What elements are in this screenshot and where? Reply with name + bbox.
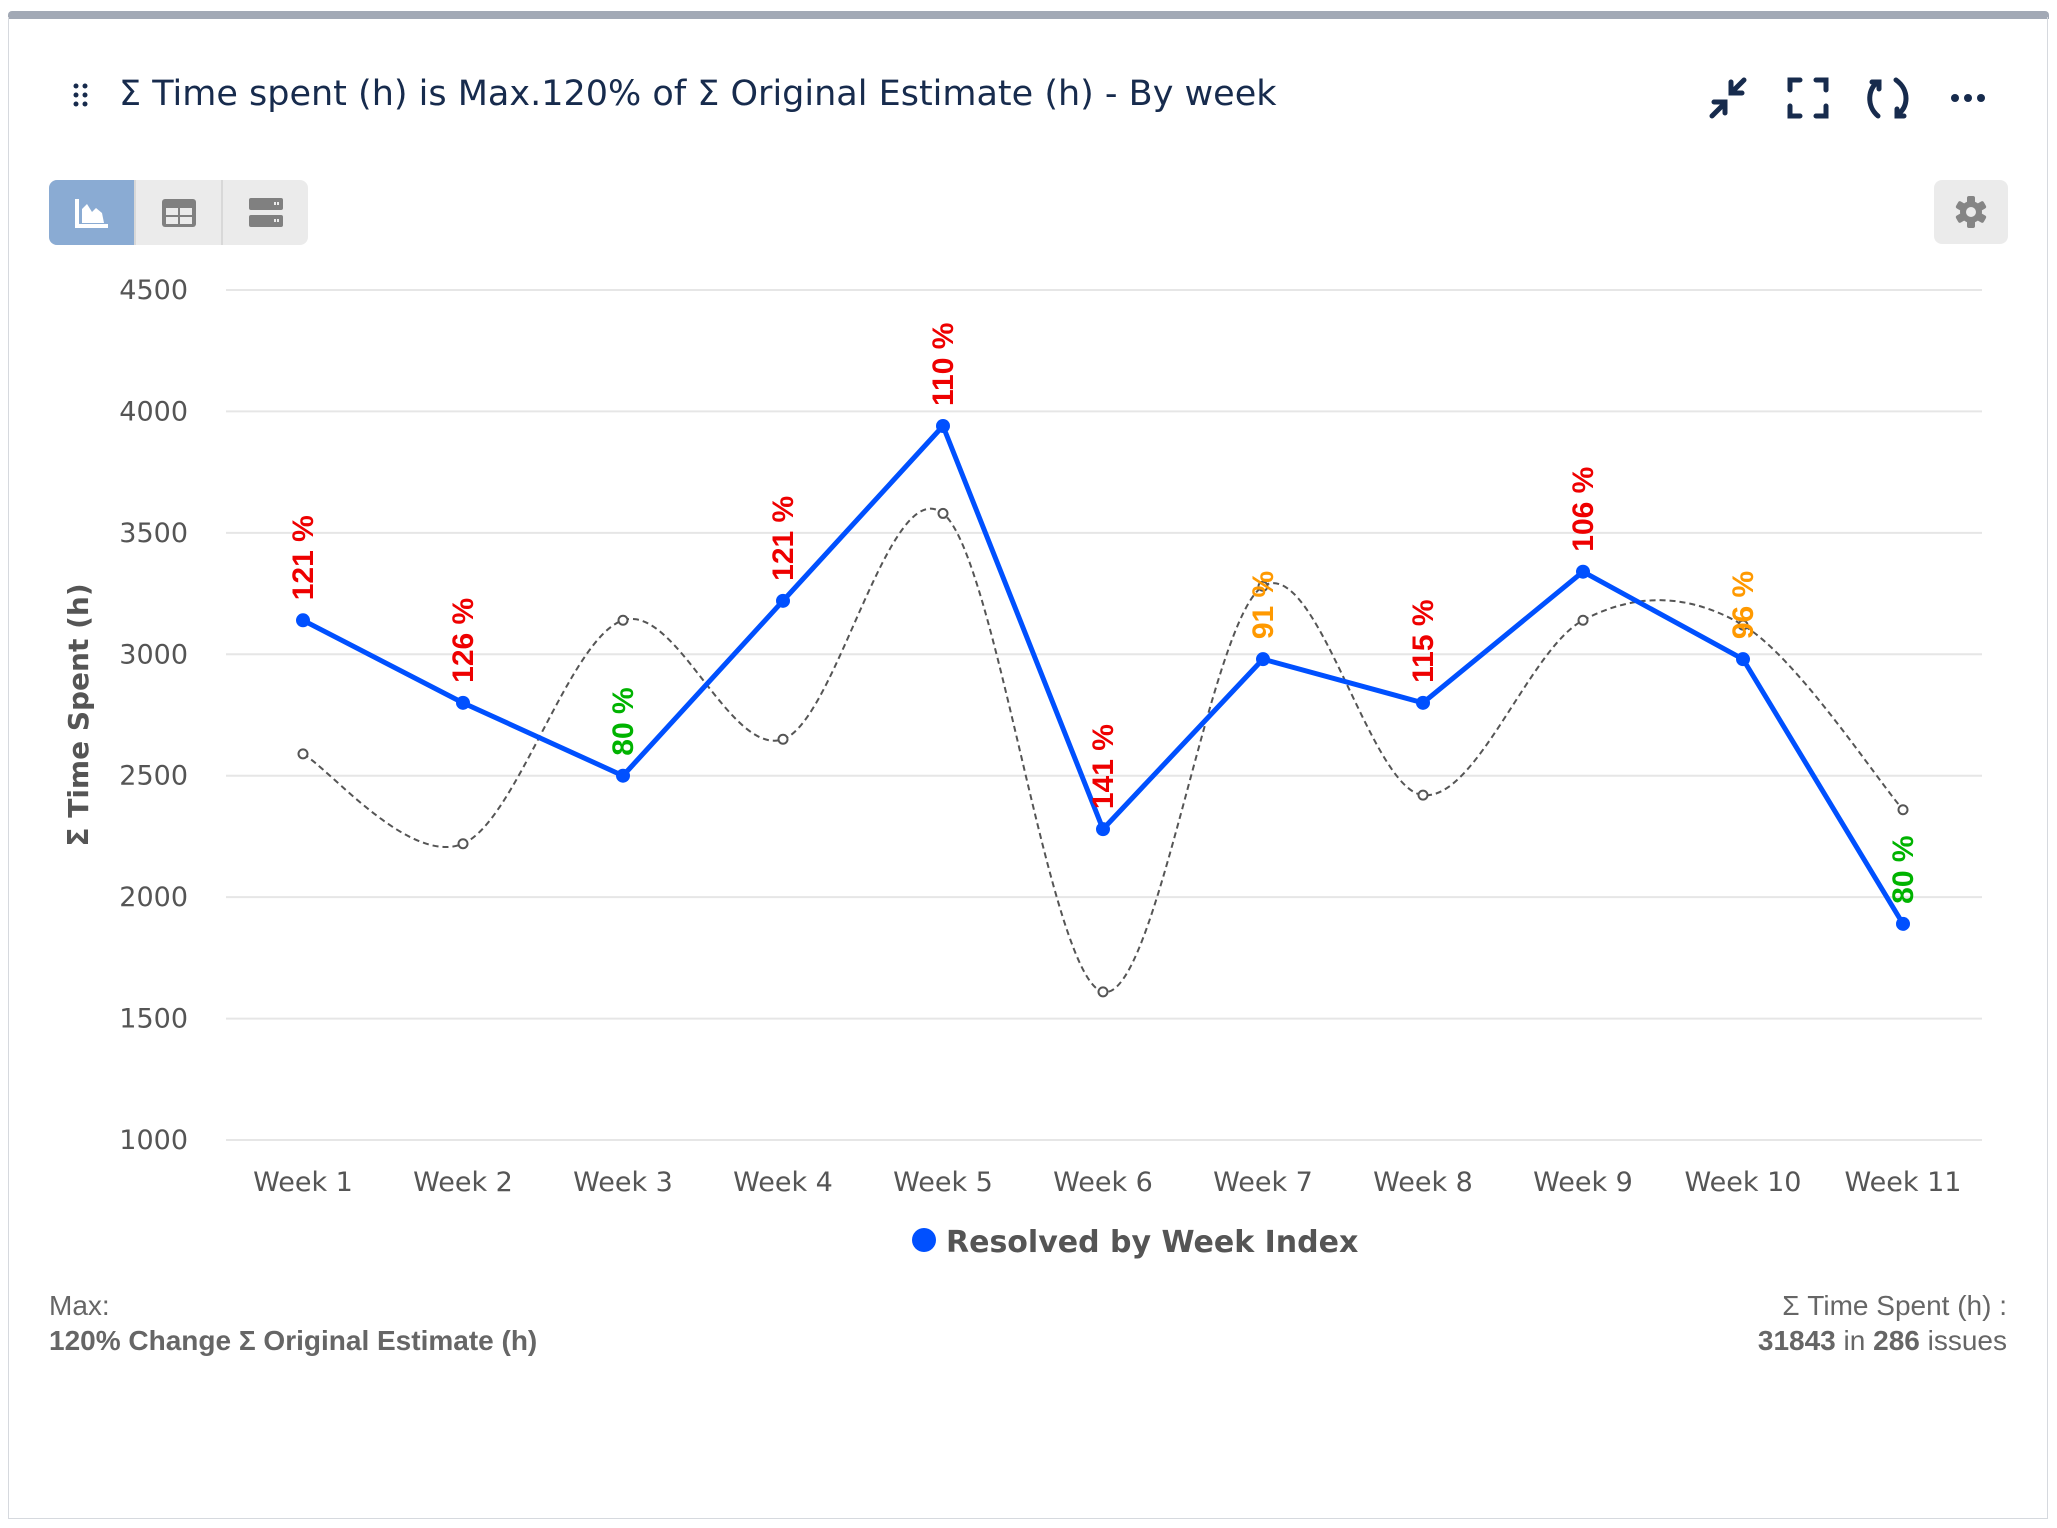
collapse-icon[interactable] — [1704, 74, 1752, 122]
x-tick-label: Week 2 — [413, 1167, 513, 1198]
estimate-point — [777, 733, 789, 745]
gadget-card — [8, 17, 2048, 1519]
list-icon — [248, 197, 283, 227]
issue-count: 286 — [1873, 1325, 1920, 1356]
estimate-point — [1097, 986, 1109, 998]
x-tick-label: Week 1 — [253, 1167, 353, 1198]
y-tick-label: 2000 — [119, 882, 188, 913]
x-tick-label: Week 8 — [1373, 1167, 1473, 1198]
settings-button[interactable] — [1934, 180, 2008, 244]
time-spent-point — [296, 613, 310, 628]
y-axis-title: Σ Time Spent (h) — [62, 583, 95, 846]
estimate-point — [617, 614, 629, 626]
data-label: 110 % — [927, 323, 960, 406]
x-tick-label: Week 11 — [1845, 1167, 1962, 1198]
data-label: 121 % — [767, 496, 800, 581]
card-top-border — [8, 11, 2049, 19]
time-spent-point — [1256, 652, 1270, 667]
data-label: 106 % — [1567, 467, 1600, 552]
total-in: in — [1835, 1325, 1874, 1356]
x-tick-label: Week 4 — [733, 1167, 833, 1198]
area-chart-icon — [74, 198, 108, 228]
refresh-icon[interactable] — [1864, 74, 1912, 122]
data-label: 141 % — [1087, 724, 1120, 809]
chart-view-button[interactable] — [49, 180, 136, 245]
data-label: 91 % — [1247, 571, 1280, 639]
x-tick-label: Week 5 — [893, 1167, 993, 1198]
y-tick-label: 1000 — [119, 1125, 188, 1156]
data-label: 80 % — [1887, 835, 1920, 903]
y-tick-label: 1500 — [119, 1004, 188, 1035]
estimate-point — [1417, 789, 1429, 801]
data-label: 115 % — [1407, 599, 1440, 682]
time-spent-point — [936, 419, 950, 433]
total-value: 31843 — [1757, 1325, 1836, 1356]
view-toggle — [49, 180, 308, 245]
data-label: 80 % — [607, 687, 640, 755]
data-label: 126 % — [447, 598, 480, 683]
time-spent-point — [1576, 564, 1590, 579]
x-tick-label: Week 6 — [1053, 1167, 1153, 1198]
estimate-point — [1897, 804, 1909, 816]
fullscreen-icon[interactable] — [1784, 74, 1832, 122]
more-icon[interactable] — [1944, 74, 1992, 122]
time-spent-point — [776, 593, 790, 608]
total-label: Σ Time Spent (h) : — [1782, 1290, 2007, 1321]
y-tick-label: 2500 — [119, 761, 188, 792]
data-label: 121 % — [287, 515, 320, 600]
time-spent-point — [1736, 652, 1750, 667]
x-tick-label: Week 10 — [1685, 1167, 1802, 1198]
x-tick-label: Week 7 — [1213, 1167, 1313, 1198]
y-tick-label: 3000 — [119, 639, 188, 670]
time-spent-point — [1896, 916, 1910, 931]
drag-handle-icon[interactable] — [72, 82, 90, 108]
footer-max: Max: 120% Change Σ Original Estimate (h) — [49, 1288, 537, 1358]
legend-marker — [912, 1228, 936, 1252]
estimate-dashed-line — [302, 508, 1904, 993]
y-tick-label: 4000 — [119, 396, 188, 427]
max-value: 120% Change Σ Original Estimate (h) — [49, 1325, 538, 1356]
legend-label: Resolved by Week Index — [946, 1225, 1358, 1260]
max-label: Max: — [49, 1290, 110, 1321]
time-spent-line — [301, 423, 1906, 926]
gear-icon — [1955, 196, 1987, 228]
estimate-point — [1577, 614, 1589, 626]
time-spent-point — [456, 695, 470, 710]
estimate-point — [1257, 580, 1269, 592]
list-view-button[interactable] — [223, 180, 308, 245]
gadget-title: Σ Time spent (h) is Max.120% of Σ Origin… — [119, 74, 1277, 114]
estimate-point — [1737, 619, 1749, 631]
data-label: 96 % — [1727, 571, 1760, 639]
time-spent-point — [1416, 695, 1430, 710]
estimate-point — [297, 748, 309, 760]
x-tick-label: Week 3 — [573, 1167, 673, 1198]
estimate-point — [457, 838, 469, 850]
x-tick-label: Week 9 — [1533, 1167, 1633, 1198]
footer-total: Σ Time Spent (h) : 31843 in 286 issues — [1758, 1288, 2007, 1358]
time-spent-point — [1096, 822, 1110, 837]
table-icon — [161, 198, 196, 227]
y-tick-label: 4500 — [119, 275, 188, 306]
table-view-button[interactable] — [136, 180, 223, 245]
estimate-point — [937, 507, 949, 519]
issues-word: issues — [1919, 1325, 2007, 1356]
y-tick-label: 3500 — [119, 518, 188, 549]
time-spent-point — [616, 768, 630, 783]
